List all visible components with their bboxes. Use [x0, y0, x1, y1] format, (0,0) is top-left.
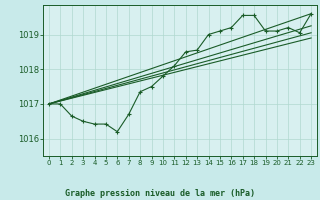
- Text: Graphe pression niveau de la mer (hPa): Graphe pression niveau de la mer (hPa): [65, 189, 255, 198]
